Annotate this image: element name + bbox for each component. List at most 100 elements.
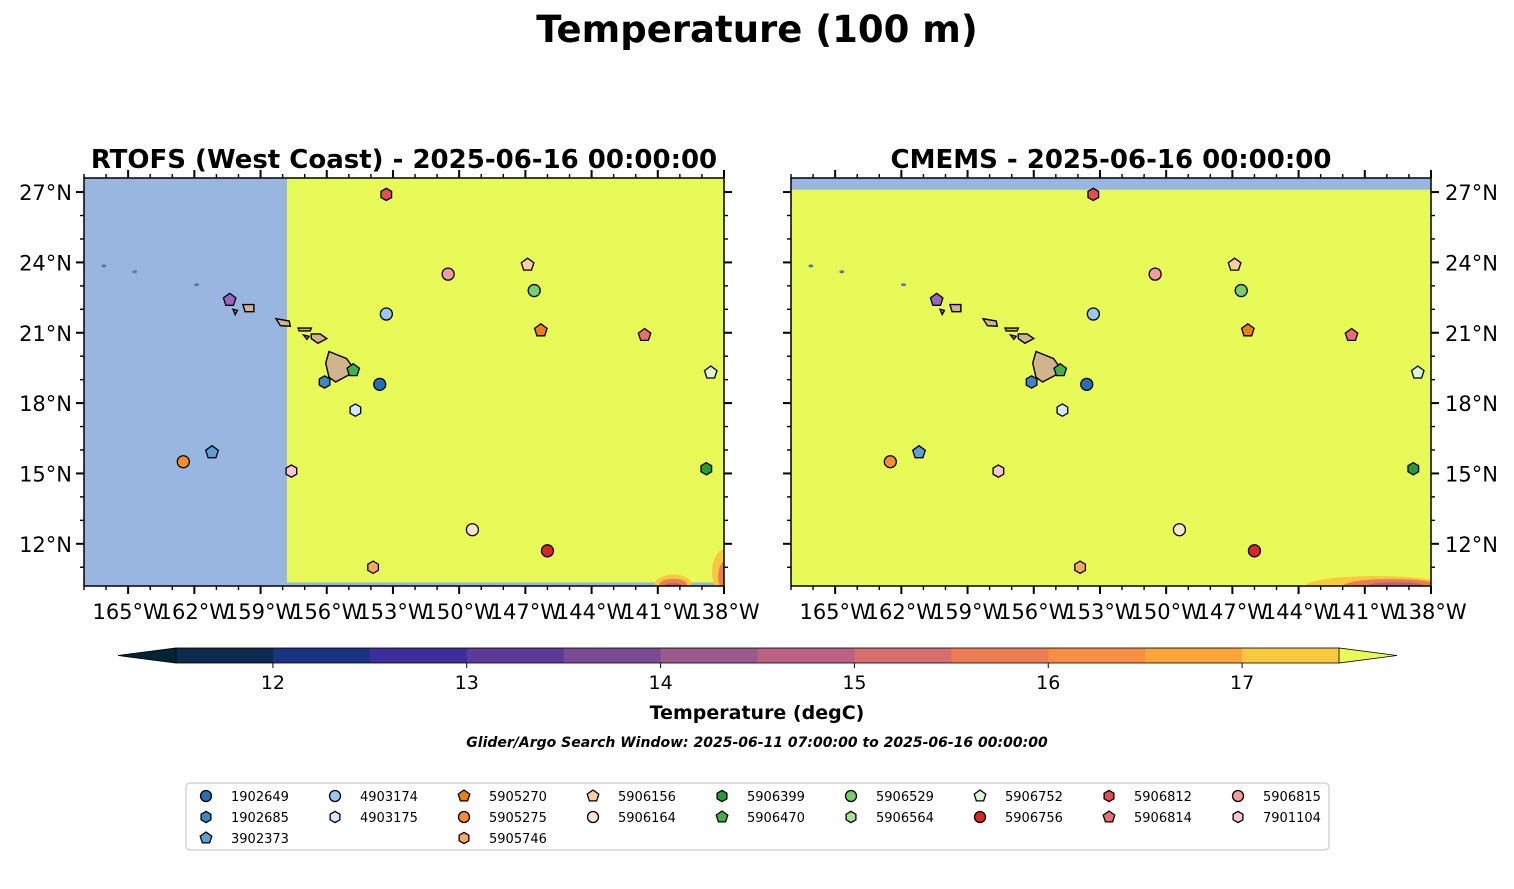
lon-tick-label: 165°W	[799, 600, 871, 624]
legend-5906529-label: 5906529	[876, 790, 934, 805]
float-5906399-marker	[1407, 461, 1420, 476]
legend-5905275-marker	[457, 810, 471, 824]
maui-island	[310, 333, 329, 345]
oahu-island	[274, 317, 292, 327]
legend-5906812-marker	[1103, 789, 1115, 803]
legend-7901104-label: 7901104	[1263, 811, 1321, 826]
molokai-island	[297, 327, 313, 332]
float-legend: 1902649 1902685 3902373 4903174 4903175 59052…	[185, 782, 1330, 851]
colorbar-bin	[757, 648, 855, 663]
float-7901104-marker	[992, 464, 1005, 478]
no-data-region	[84, 178, 288, 586]
float-5906814-marker	[637, 327, 652, 342]
lat-tick-label: 18°N	[1445, 392, 1498, 416]
legend-5905746-label: 5905746	[489, 832, 547, 847]
shoal-speck	[808, 264, 814, 268]
cool-water-contour	[724, 573, 732, 589]
float-5906156-marker	[1227, 257, 1242, 271]
lon-tick-label: 162°W	[866, 600, 938, 624]
colorbar-tick-label: 14	[648, 672, 672, 694]
legend-5905270-label: 5905270	[489, 790, 547, 805]
colorbar-bin	[563, 648, 662, 663]
map-axes: 165°W162°W159°W156°W153°W150°W147°W144°W…	[783, 170, 1498, 624]
kauai-island	[948, 303, 962, 313]
float-markers	[883, 187, 1425, 575]
lon-tick-label: 162°W	[159, 600, 231, 624]
niihau-island	[938, 308, 946, 317]
float-5906752-marker	[1410, 365, 1425, 379]
colorbar-tick-label: 13	[455, 672, 479, 694]
float-1902649-marker	[1080, 377, 1094, 391]
legend-5906564-marker	[845, 810, 857, 824]
figure-title: Temperature (100 m)	[536, 8, 978, 51]
colorbar-bin	[466, 648, 565, 663]
search-window-note: Glider/Argo Search Window: 2025-06-11 07…	[466, 735, 1048, 751]
hawaii-big-island	[324, 350, 355, 383]
lon-tick-label: 138°W	[688, 600, 760, 624]
legend-5906156-marker	[586, 789, 600, 802]
lon-tick-label: 144°W	[556, 600, 628, 624]
lat-tick-label: 21°N	[19, 322, 72, 346]
no-data-strip	[287, 582, 724, 586]
legend-7901104-marker	[1232, 810, 1244, 824]
legend-5906812-label: 5906812	[1134, 790, 1192, 805]
oahu-island	[981, 317, 999, 327]
float-4903175-marker	[349, 403, 362, 418]
legend-5906156-label: 5906156	[618, 790, 676, 805]
float-5906529-marker	[527, 283, 541, 298]
float-3902373-marker	[911, 444, 927, 459]
colorbar-frame	[175, 647, 1340, 664]
float-5906529-marker	[1234, 283, 1248, 298]
legend-5905270-marker	[457, 789, 471, 802]
float-1902685-marker	[318, 375, 331, 389]
float-5906756-marker	[1247, 544, 1262, 558]
legend-5906164-marker	[586, 810, 600, 824]
float-7901104-marker	[285, 464, 298, 478]
map-field-rtofs	[84, 178, 732, 589]
panel-title-rtofs: RTOFS (West Coast) - 2025-06-16 00:00:00	[91, 145, 717, 175]
lon-tick-label: 144°W	[1263, 600, 1335, 624]
float-markers	[176, 187, 718, 575]
float-5905270-marker	[533, 322, 548, 337]
legend-5906529-marker	[844, 789, 858, 803]
colorbar: 12 13 14 15 16 17	[117, 647, 1398, 694]
float-5905746-marker	[367, 560, 380, 575]
colorbar-label: Temperature (degC)	[650, 702, 865, 724]
shoal-speck	[132, 270, 138, 274]
lon-tick-label: 156°W	[998, 600, 1070, 624]
colorbar-extend-high	[1338, 647, 1398, 664]
lon-tick-label: 150°W	[1130, 600, 1202, 624]
float-5906156-marker	[520, 257, 535, 271]
map-panel-rtofs: RTOFS (West Coast) - 2025-06-16 00:00:00…	[19, 145, 760, 624]
legend-1902685-marker	[200, 810, 212, 824]
colorbar-tick-label: 17	[1230, 672, 1254, 694]
hawaii-islands	[808, 264, 1062, 383]
legend-4903174-label: 4903174	[360, 790, 418, 805]
legend-1902649-label: 1902649	[231, 790, 289, 805]
colorbar-extend-low	[117, 647, 177, 664]
legend-4903174-marker	[328, 789, 342, 803]
float-5906812-marker	[380, 187, 393, 202]
colorbar-bin	[369, 648, 468, 663]
map-field-cmems	[791, 178, 1431, 586]
float-5906814-marker	[1344, 327, 1359, 342]
float-5905270-marker	[1240, 322, 1255, 337]
legend-5905746-marker	[458, 831, 470, 845]
legend-4903175-marker	[329, 810, 341, 824]
lon-tick-label: 165°W	[92, 600, 164, 624]
legend-5906756-marker	[973, 810, 987, 824]
shoal-speck	[194, 283, 200, 287]
legend-5906399-marker	[716, 789, 728, 803]
map-panel-cmems: CMEMS - 2025-06-16 00:00:00 165°W162°W15…	[783, 145, 1498, 624]
float-5906815-marker	[1148, 267, 1162, 281]
colorbar-bin	[660, 648, 758, 663]
map-frame	[790, 177, 1432, 587]
lon-tick-label: 159°W	[932, 600, 1004, 624]
legend-frame	[185, 782, 1330, 851]
shoal-speck	[101, 264, 107, 268]
legend-5906752-label: 5906752	[1005, 790, 1063, 805]
legend-5906815-label: 5906815	[1263, 790, 1321, 805]
lanai-island	[301, 334, 311, 341]
lon-tick-label: 141°W	[1329, 600, 1401, 624]
float-4903175-marker	[1056, 403, 1069, 418]
